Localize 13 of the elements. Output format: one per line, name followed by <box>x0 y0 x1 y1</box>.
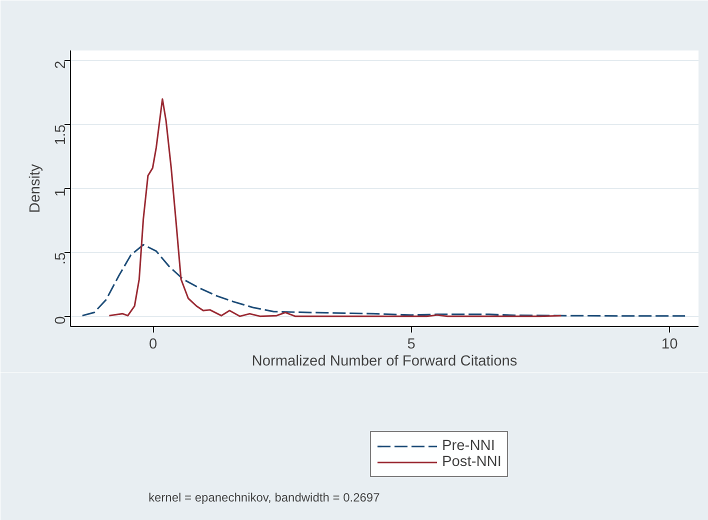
y-axis-title: Density <box>28 163 44 213</box>
y-tick-label: 1 <box>53 188 69 197</box>
y-tick-label: 0 <box>53 316 69 324</box>
x-axis-title: Normalized Number of Forward Citations <box>252 354 518 370</box>
legend-label: Pre-NNI <box>442 438 495 454</box>
legend-label: Post-NNI <box>442 454 502 470</box>
x-tick-label: 5 <box>407 336 416 352</box>
y-tick-label: 2 <box>53 60 69 69</box>
x-tick-label: 10 <box>661 336 678 352</box>
y-tick-label: .5 <box>53 252 69 265</box>
x-tick-label: 0 <box>149 336 158 352</box>
y-tick-label: 1.5 <box>53 124 69 145</box>
text: kernel = epanechnikov, bandwidth = 0.2697 <box>148 490 380 504</box>
